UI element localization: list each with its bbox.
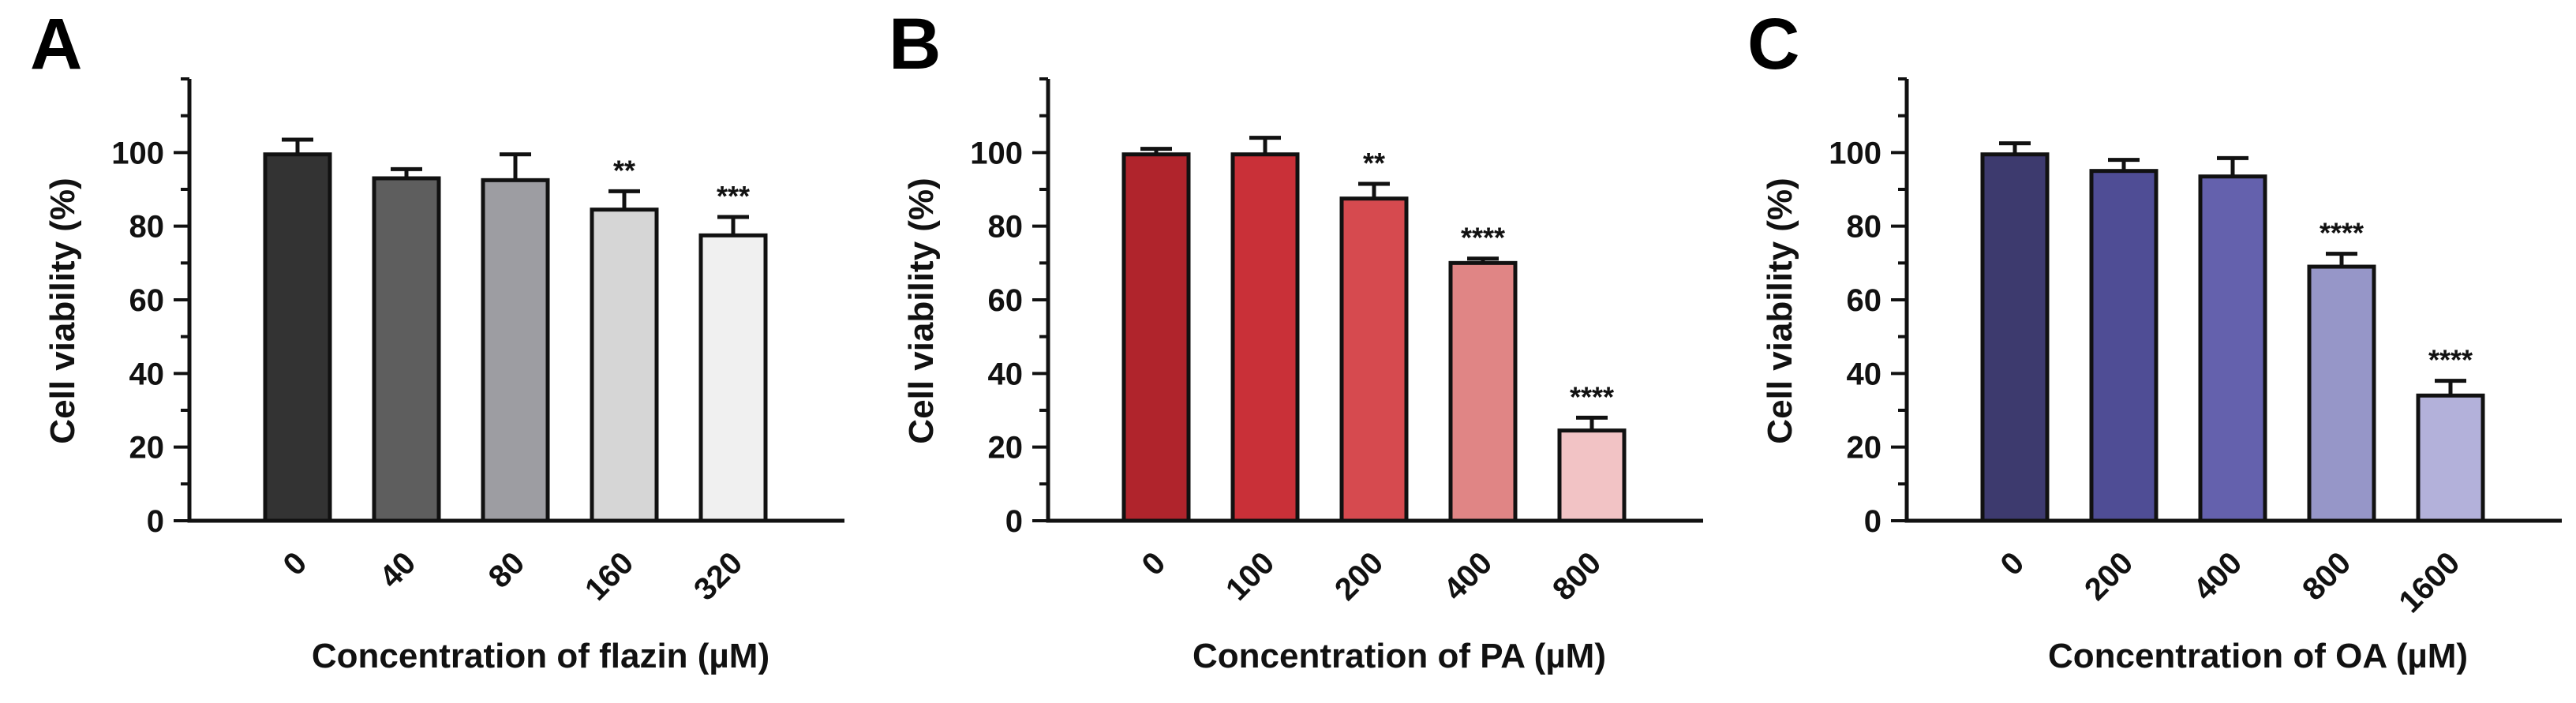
x-tick-label: 160 xyxy=(578,545,640,607)
panel-c: C 0 20 40 60 80 100 Cell viability (%) 0 200 400 *… xyxy=(1717,0,2576,703)
y-tick-label: 100 xyxy=(111,136,164,170)
bar xyxy=(2198,174,2267,523)
x-tick-label: 0 xyxy=(277,545,314,582)
panel-label: A xyxy=(30,4,83,84)
y-axis-title: Cell viability (%) xyxy=(1761,178,1799,443)
x-tick-label: 0 xyxy=(1994,545,2031,582)
x-tick-label: 80 xyxy=(482,545,532,595)
x-tick-label: 400 xyxy=(1437,545,1499,607)
bar-chart-a: 0 20 40 60 80 100 Cell viability (%) 0 40 80 ** 160… xyxy=(43,77,844,675)
bar xyxy=(2307,264,2376,523)
y-tick-label: 60 xyxy=(129,283,165,318)
y-tick-label: 0 xyxy=(147,504,164,539)
x-tick-label: 0 xyxy=(1136,545,1173,582)
x-tick-label: 40 xyxy=(373,545,423,595)
y-axis-title: Cell viability (%) xyxy=(43,178,82,443)
bar xyxy=(1980,152,2050,523)
significance-marker: *** xyxy=(717,180,750,212)
y-axis-title: Cell viability (%) xyxy=(902,178,941,443)
x-tick-label: 1600 xyxy=(2392,545,2466,619)
y-tick-label: 0 xyxy=(1864,504,1881,539)
bar xyxy=(698,233,768,523)
y-tick-label: 100 xyxy=(970,136,1023,170)
y-tick-label: 40 xyxy=(129,357,165,391)
bar-chart-b: 0 20 40 60 80 100 Cell viability (%) 0 100 ** 200 *… xyxy=(902,77,1703,675)
bar xyxy=(1121,152,1191,523)
y-tick-label: 0 xyxy=(1005,504,1023,539)
y-tick-label: 40 xyxy=(1847,357,1882,391)
significance-marker: **** xyxy=(1461,222,1505,254)
y-tick-label: 20 xyxy=(1847,431,1882,466)
y-tick-label: 100 xyxy=(1829,136,1881,170)
bar xyxy=(1557,428,1627,523)
bar xyxy=(1339,196,1409,523)
bar xyxy=(263,152,332,523)
bar xyxy=(590,208,659,523)
x-tick-label: 100 xyxy=(1219,545,1281,607)
y-tick-label: 60 xyxy=(1847,283,1882,318)
y-tick-label: 80 xyxy=(988,210,1024,245)
y-tick-label: 20 xyxy=(129,431,165,466)
significance-marker: **** xyxy=(1570,380,1614,413)
x-axis-title: Concentration of flazin (µM) xyxy=(312,637,769,675)
significance-marker: ** xyxy=(613,154,635,186)
bar xyxy=(2089,169,2159,523)
bar xyxy=(481,178,550,523)
bar-chart-c: 0 20 40 60 80 100 Cell viability (%) 0 200 400 ***… xyxy=(1761,77,2562,675)
x-tick-label: 800 xyxy=(1546,545,1608,607)
bar xyxy=(372,176,441,523)
x-tick-label: 200 xyxy=(2078,545,2140,607)
significance-marker: ** xyxy=(1363,147,1385,179)
x-tick-label: 400 xyxy=(2187,545,2248,607)
x-tick-label: 800 xyxy=(2296,545,2357,607)
bar xyxy=(1230,152,1300,523)
panel-label: C xyxy=(1747,4,1800,84)
y-tick-label: 80 xyxy=(129,210,165,245)
significance-marker: **** xyxy=(2428,344,2473,376)
bar xyxy=(2416,393,2485,523)
significance-marker: **** xyxy=(2320,217,2364,249)
y-tick-label: 40 xyxy=(988,357,1024,391)
y-tick-label: 20 xyxy=(988,431,1024,466)
y-tick-label: 80 xyxy=(1847,210,1882,245)
bar xyxy=(1448,260,1518,523)
panel-a: A 0 20 40 60 80 100 Cell viability (%) 0 40 80 ** 1… xyxy=(0,0,859,703)
x-axis-title: Concentration of OA (µM) xyxy=(2048,637,2468,675)
panel-b: B 0 20 40 60 80 100 Cell viability (%) 0 100 ** 20… xyxy=(859,0,1717,703)
panel-label: B xyxy=(889,4,942,84)
y-tick-label: 60 xyxy=(988,283,1024,318)
x-tick-label: 200 xyxy=(1328,545,1390,607)
x-axis-title: Concentration of PA (µM) xyxy=(1193,637,1606,675)
x-tick-label: 320 xyxy=(687,545,749,607)
